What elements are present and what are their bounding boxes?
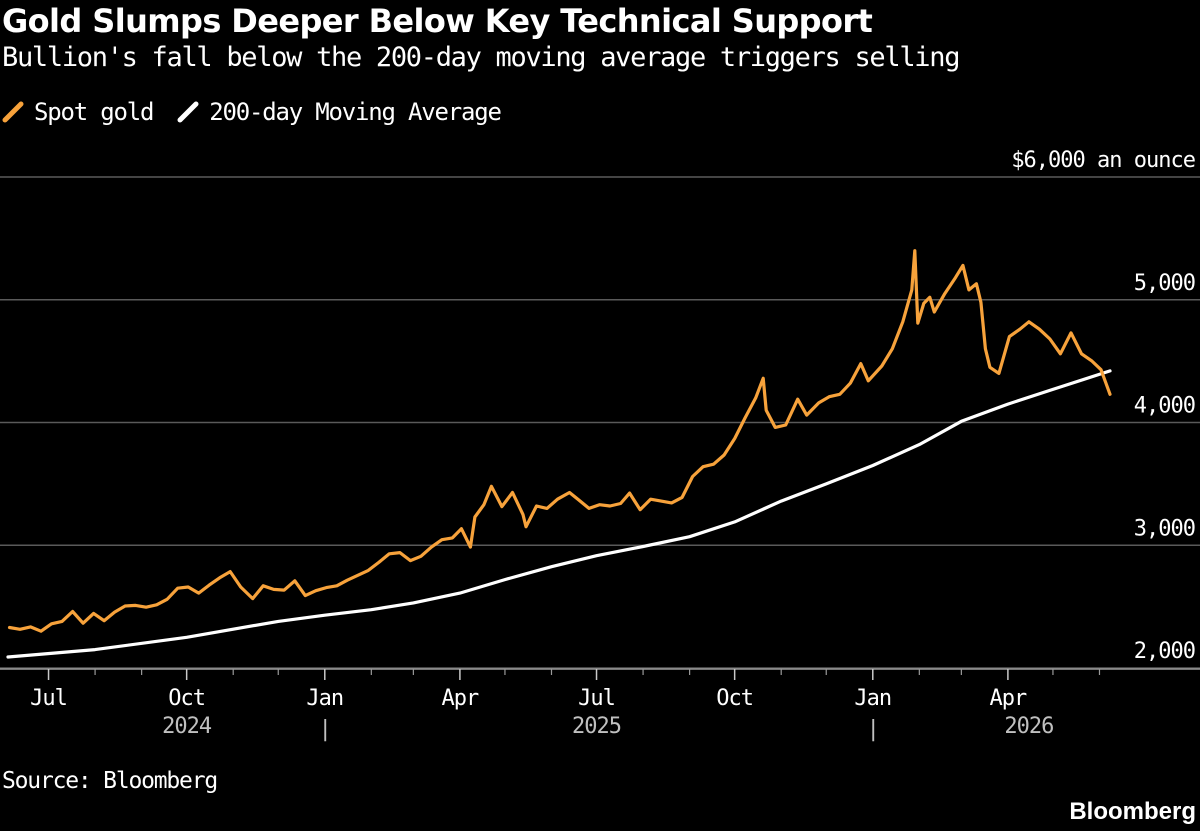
legend-label-spot-gold: Spot gold bbox=[34, 98, 154, 126]
brand-logo: Bloomberg bbox=[1069, 798, 1196, 825]
axis-labels: $6,000 an ounce 5,000 4,000 3,000 2,000 Jul Oc… bbox=[30, 148, 1196, 742]
year-separator: | bbox=[867, 717, 879, 742]
year-label: 2025 bbox=[572, 714, 621, 739]
y-tick-label: 3,000 bbox=[1134, 516, 1195, 541]
x-tick-label: Jan bbox=[306, 686, 343, 711]
x-tick-label: Apr bbox=[990, 686, 1027, 711]
chart-legend: Spot gold 200-day Moving Average bbox=[2, 98, 525, 126]
y-tick-label: 4,000 bbox=[1134, 394, 1195, 419]
year-label: 2024 bbox=[162, 714, 212, 739]
legend-swatch-moving-average-icon bbox=[177, 101, 199, 123]
chart-subtitle: Bullion's fall below the 200-day moving … bbox=[2, 42, 960, 73]
year-label: 2026 bbox=[1004, 714, 1053, 739]
series-lines bbox=[6, 249, 1112, 659]
legend-label-moving-average: 200-day Moving Average bbox=[209, 98, 502, 126]
legend-item-moving-average: 200-day Moving Average bbox=[177, 98, 502, 126]
x-tick-label: Oct bbox=[716, 686, 753, 711]
year-separator: | bbox=[319, 717, 331, 742]
x-tick-label: Apr bbox=[442, 686, 479, 711]
y-tick-label: 2,000 bbox=[1134, 639, 1195, 664]
x-tick-label: Oct bbox=[168, 686, 205, 711]
source-note: Source: Bloomberg bbox=[2, 768, 218, 794]
chart-title: Gold Slumps Deeper Below Key Technical S… bbox=[2, 2, 873, 40]
legend-item-spot-gold: Spot gold bbox=[2, 98, 154, 126]
series-line-200-day-moving-average bbox=[6, 369, 1112, 659]
legend-swatch-spot-gold-icon bbox=[2, 101, 24, 123]
x-tick-label: Jul bbox=[578, 686, 615, 711]
grid-lines bbox=[0, 176, 1200, 669]
x-axis bbox=[0, 668, 1200, 680]
y-tick-label: $6,000 an ounce bbox=[1011, 148, 1195, 173]
x-tick-label: Jan bbox=[854, 686, 891, 711]
y-tick-label: 5,000 bbox=[1134, 271, 1195, 296]
x-tick-label: Jul bbox=[30, 686, 67, 711]
series-line-spot-gold bbox=[7, 249, 1112, 633]
